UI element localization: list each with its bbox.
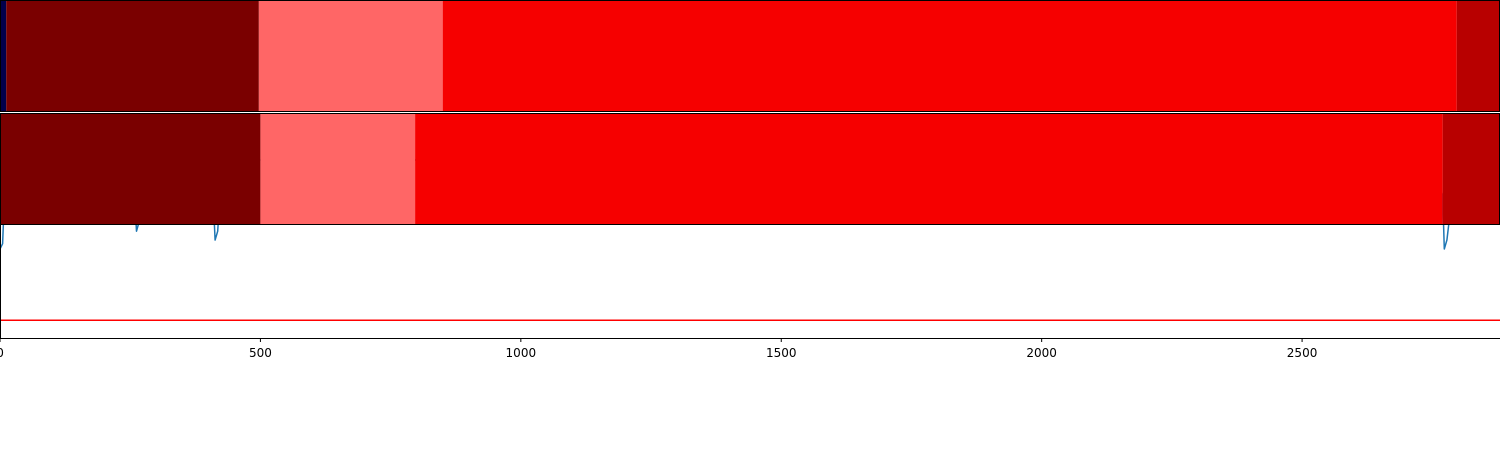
x-tick-label-2500: 2500 [1287,346,1318,360]
heatmap-row-1 [0,0,1500,112]
heatmap-cell-1-5 [1456,0,1500,112]
heatmap-cell-1-3 [258,0,443,112]
heatmap-cell-2-4 [1442,113,1500,225]
heatmap-cell-2-1 [0,113,261,225]
heatmap-cell-1-1 [0,0,7,112]
x-axis: 0 500 1000 1500 2000 2500 [0,338,1500,360]
heatmap-cell-2-3 [415,113,1443,225]
heatmap-cell-1-2 [6,0,259,112]
x-tick-label-1500: 1500 [766,346,797,360]
x-tick-label-2000: 2000 [1026,346,1057,360]
heatmap-cell-2-2 [260,113,416,225]
x-tick-label-1000: 1000 [506,346,537,360]
x-tick-label-0: 0 [0,346,4,360]
heatmap-cell-1-4 [442,0,1457,112]
heatmap-row-2 [0,113,1500,225]
heatmap-strips [0,0,1500,225]
x-tick-label-500: 500 [249,346,272,360]
